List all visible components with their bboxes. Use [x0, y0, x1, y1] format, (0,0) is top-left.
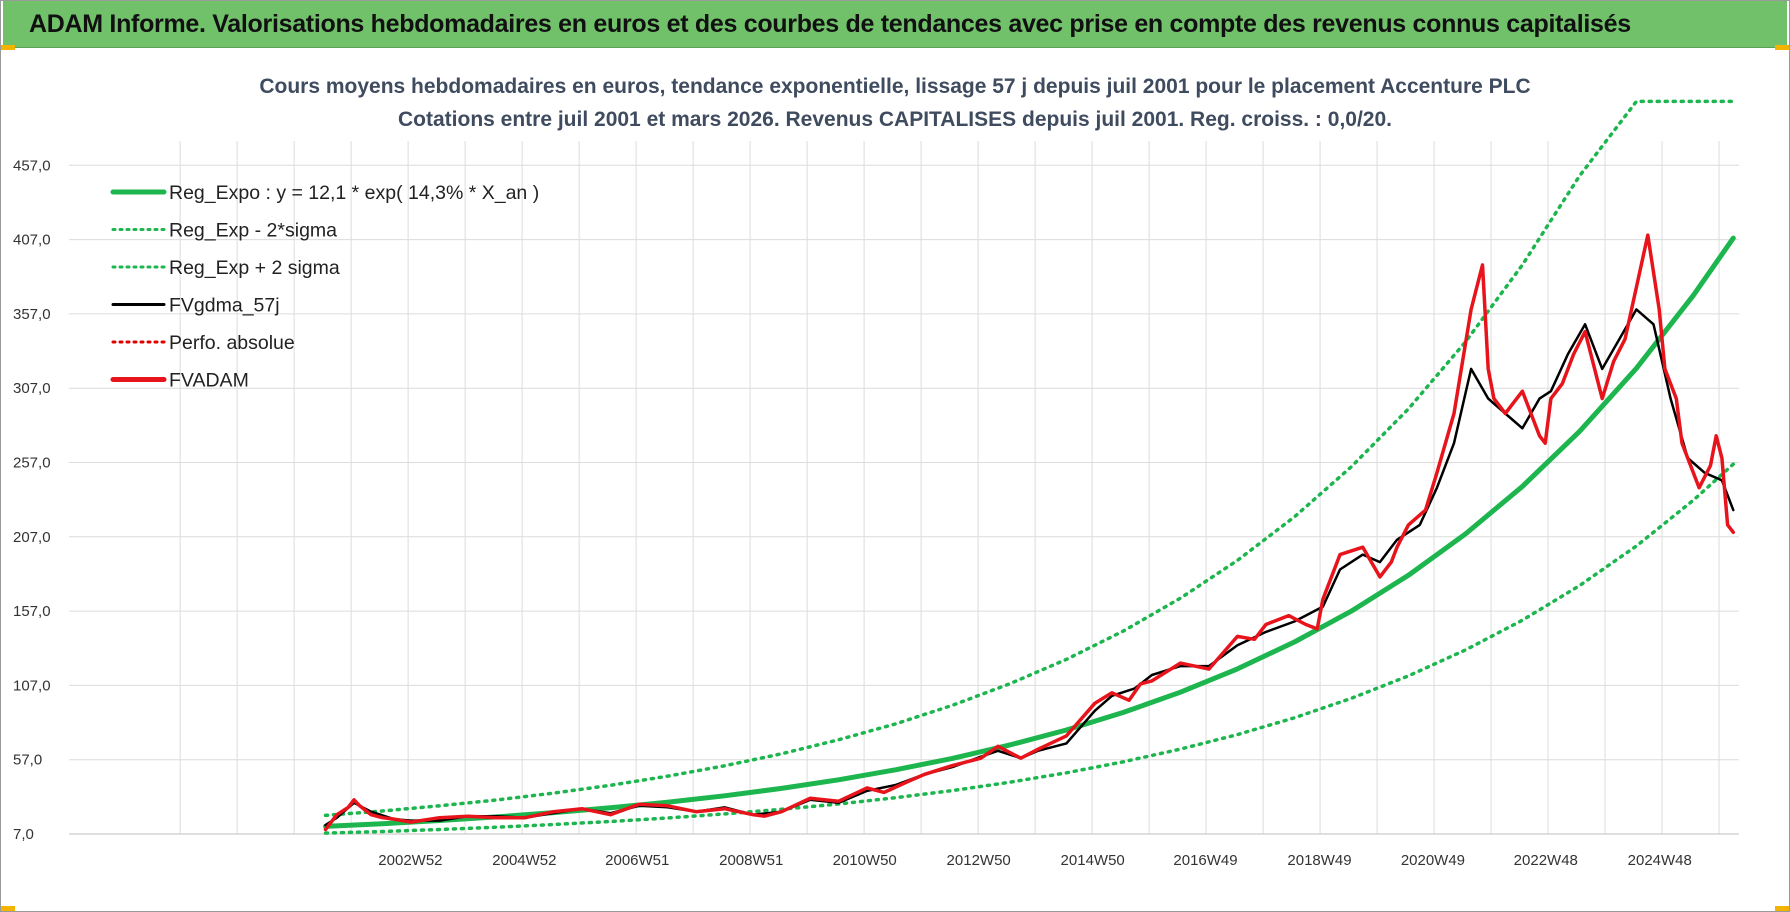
y-tick-label: 107,0	[13, 677, 51, 694]
y-tick-label: 207,0	[13, 529, 51, 546]
legend-label: Reg_Exp + 2 sigma	[169, 257, 340, 279]
vertical-gridlines	[179, 141, 1720, 834]
legend-label: Perfo. absolue	[169, 332, 295, 354]
banner-title: ADAM Informe. Valorisations hebdomadaire…	[29, 10, 1631, 38]
x-tick-label: 2004W52	[492, 852, 556, 869]
report-banner: ADAM Informe. Valorisations hebdomadaire…	[3, 1, 1787, 48]
x-tick-label: 2018W49	[1287, 852, 1351, 869]
x-tick-label: 2012W50	[947, 852, 1011, 869]
legend-label: FVADAM	[169, 370, 249, 392]
x-axis-ticks: 2002W52 2004W52 2006W51 2008W51 2010W50 2012W…	[378, 852, 1692, 869]
x-tick-label: 2008W51	[719, 852, 783, 869]
series-fvgdma-57j	[324, 308, 1735, 827]
x-tick-label: 2002W52	[378, 852, 442, 869]
corner-marker-top-left	[1, 45, 15, 50]
y-tick-label: 307,0	[13, 380, 51, 397]
x-tick-label: 2010W50	[833, 852, 897, 869]
corner-marker-bottom-right	[1775, 906, 1789, 911]
chart-title: Cours moyens hebdomadaires en euros, ten…	[259, 75, 1530, 98]
corner-marker-top-right	[1775, 45, 1789, 50]
x-tick-label: 2024W48	[1628, 852, 1692, 869]
y-tick-label: 257,0	[13, 455, 51, 472]
legend: Reg_Expo : y = 12,1 * exp( 14,3% * X_an …	[110, 182, 539, 392]
corner-marker-bottom-left	[1, 906, 15, 911]
y-axis-ticks: 457,0 407,0 357,0 307,0 257,0 207,0 157,0 107,0…	[13, 157, 51, 843]
x-tick-label: 2006W51	[605, 852, 669, 869]
x-tick-label: 2014W50	[1061, 852, 1125, 869]
series-layer	[323, 99, 1736, 835]
legend-label: Reg_Exp - 2*sigma	[169, 220, 337, 242]
y-tick-label: 457,0	[13, 157, 51, 174]
y-tick-label: 57,0	[13, 752, 42, 769]
series-upper-band	[323, 99, 1736, 818]
x-tick-label: 2016W49	[1173, 852, 1237, 869]
y-tick-label: 157,0	[13, 603, 51, 620]
chart-subtitle: Cotations entre juil 2001 et mars 2026. …	[398, 108, 1392, 131]
x-tick-label: 2020W49	[1401, 852, 1465, 869]
x-tick-label: 2022W48	[1514, 852, 1578, 869]
y-tick-label: 7,0	[13, 826, 34, 843]
legend-label: Reg_Expo : y = 12,1 * exp( 14,3% * X_an …	[169, 182, 539, 204]
series-reg-expo	[323, 235, 1736, 829]
series-fvadam	[323, 233, 1736, 832]
legend-label: FVgdma_57j	[169, 295, 280, 317]
series-lower-band	[323, 462, 1736, 835]
y-tick-label: 357,0	[13, 306, 51, 323]
y-tick-label: 407,0	[13, 232, 51, 249]
